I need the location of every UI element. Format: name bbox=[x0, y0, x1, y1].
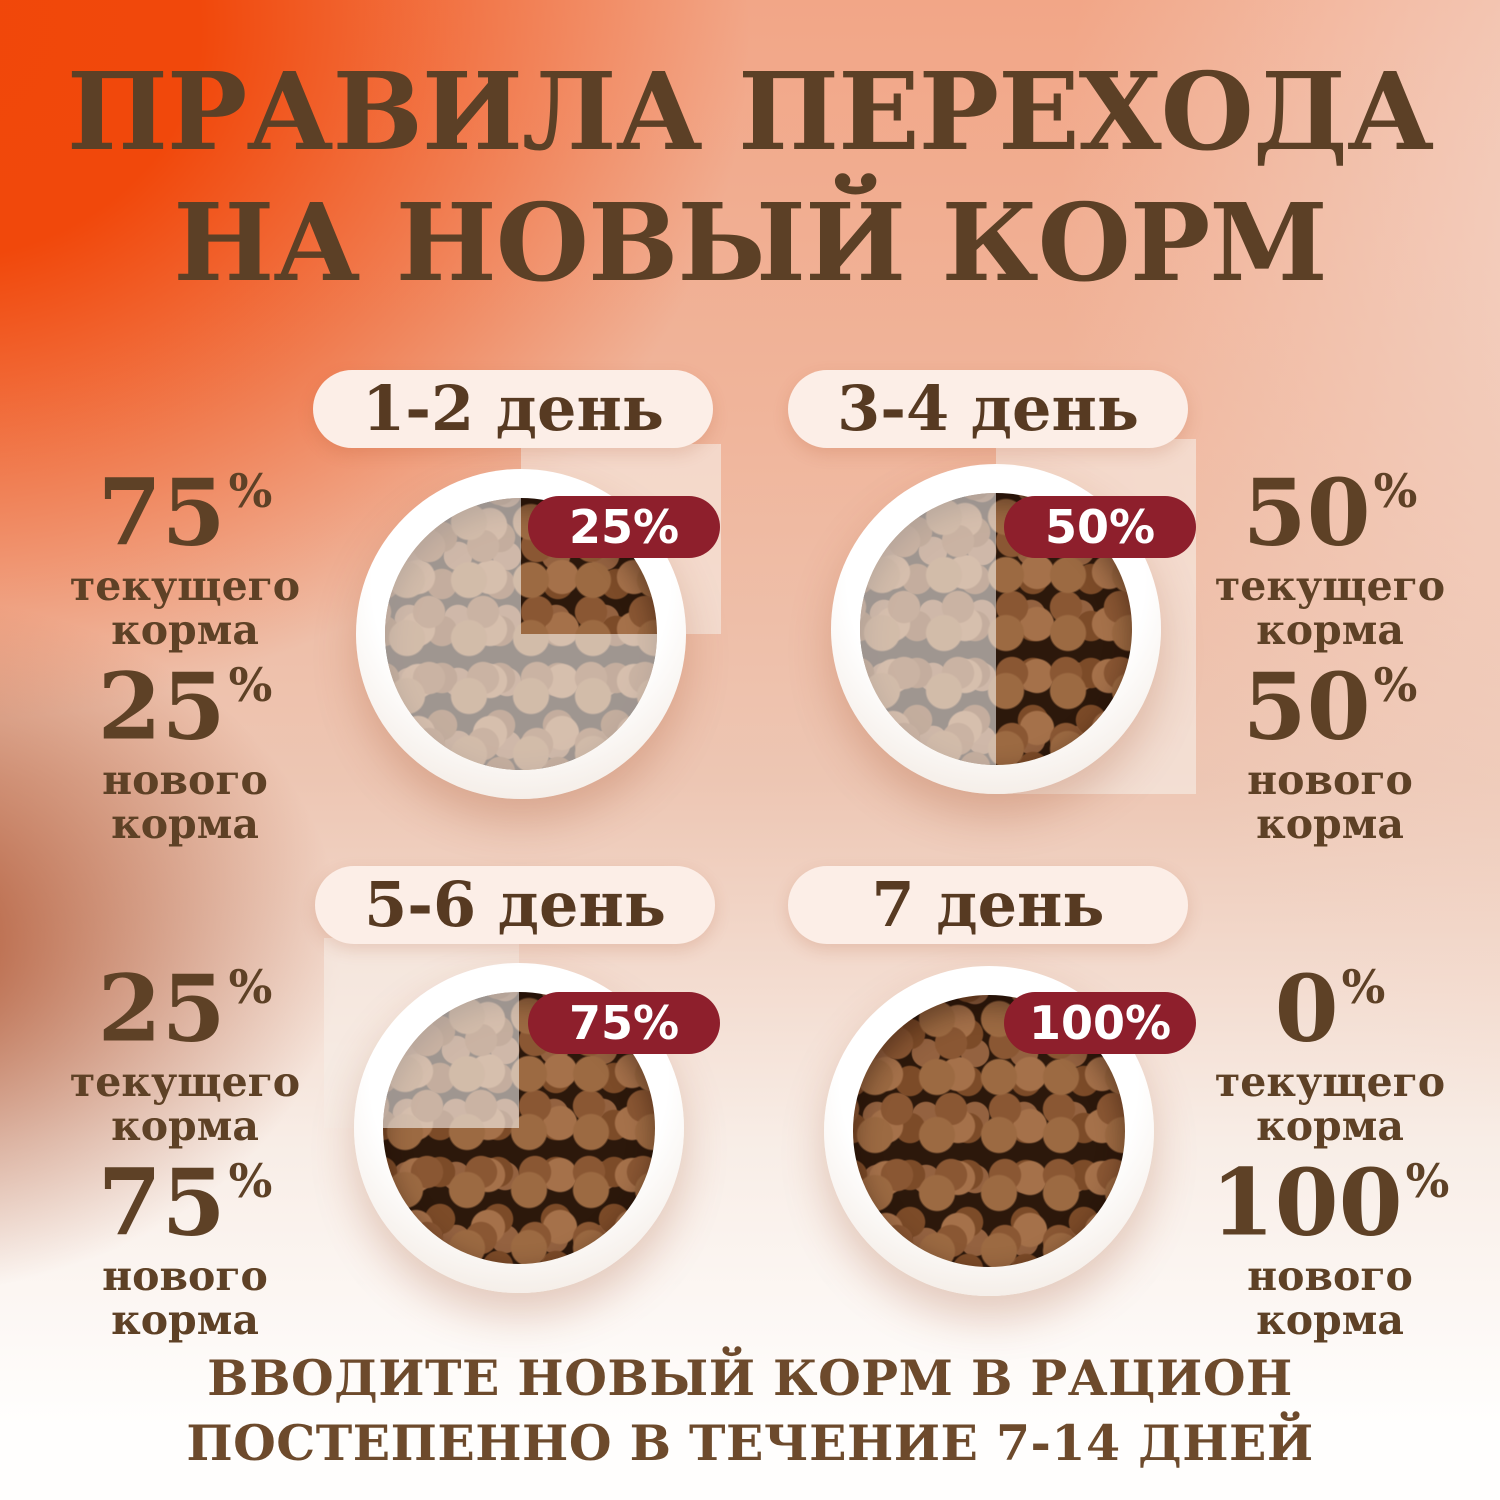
percent-sign: % bbox=[228, 960, 273, 1014]
day-pill-7: 7 день bbox=[788, 866, 1188, 944]
stat-caption: нового корма bbox=[1247, 1251, 1413, 1344]
new-food-badge-3-4: 50% bbox=[1004, 496, 1196, 558]
new-food-badge-7: 100% bbox=[1004, 992, 1196, 1054]
day-pill-5-6: 5-6 день bbox=[315, 866, 715, 944]
stat-current-food-day-3-4: 50% текущего корма bbox=[1170, 450, 1490, 652]
stat-number: 25 bbox=[97, 652, 226, 761]
stat-value: 25% bbox=[25, 644, 345, 754]
title-line-1: ПРАВИЛА ПЕРЕХОДА bbox=[66, 50, 1434, 175]
percent-sign: % bbox=[1405, 1154, 1450, 1208]
stat-value: 25% bbox=[25, 946, 345, 1056]
stat-number: 75 bbox=[97, 1148, 226, 1257]
stat-value: 50% bbox=[1170, 450, 1490, 560]
percent-sign: % bbox=[228, 1154, 273, 1208]
new-food-badge-1-2: 25% bbox=[528, 496, 720, 558]
day-pill-3-4: 3-4 день bbox=[788, 370, 1188, 448]
stat-value: 75% bbox=[25, 1140, 345, 1250]
percent-sign: % bbox=[228, 658, 273, 712]
stat-number: 50 bbox=[1242, 652, 1371, 761]
food-bowl-day-7 bbox=[824, 966, 1154, 1296]
stat-caption: нового корма bbox=[102, 755, 268, 848]
stat-number: 0 bbox=[1274, 954, 1339, 1063]
stat-value: 75% bbox=[25, 450, 345, 560]
page-title: ПРАВИЛА ПЕРЕХОДА НА НОВЫЙ КОРМ bbox=[0, 48, 1500, 309]
percent-sign: % bbox=[1373, 464, 1418, 518]
stat-current-food-day-1-2: 75% текущего корма bbox=[25, 450, 345, 652]
stat-caption: текущего корма bbox=[69, 561, 301, 654]
stat-new-food-day-3-4: 50% нового корма bbox=[1170, 644, 1490, 846]
percent-sign: % bbox=[1373, 658, 1418, 712]
stat-current-food-day-5-6: 25% текущего корма bbox=[25, 946, 345, 1148]
footer-note: ВВОДИТЕ НОВЫЙ КОРМ В РАЦИОН ПОСТЕПЕННО В… bbox=[0, 1346, 1500, 1475]
stat-caption: текущего корма bbox=[1214, 1057, 1446, 1150]
stat-new-food-day-5-6: 75% нового корма bbox=[25, 1140, 345, 1342]
title-line-2: НА НОВЫЙ КОРМ bbox=[173, 180, 1328, 306]
stat-number: 100 bbox=[1210, 1148, 1403, 1257]
stat-number: 50 bbox=[1242, 458, 1371, 567]
stat-value: 100% bbox=[1170, 1140, 1490, 1250]
percent-sign: % bbox=[228, 464, 273, 518]
stat-caption: текущего корма bbox=[69, 1057, 301, 1150]
stat-new-food-day-7: 100% нового корма bbox=[1170, 1140, 1490, 1342]
stat-value: 0% bbox=[1170, 946, 1490, 1056]
footer-line-1: ВВОДИТЕ НОВЫЙ КОРМ В РАЦИОН bbox=[207, 1349, 1293, 1407]
percent-sign: % bbox=[1341, 960, 1386, 1014]
stat-new-food-day-1-2: 25% нового корма bbox=[25, 644, 345, 846]
day-pill-1-2: 1-2 день bbox=[313, 370, 713, 448]
stat-number: 75 bbox=[97, 458, 226, 567]
stat-current-food-day-7: 0% текущего корма bbox=[1170, 946, 1490, 1148]
kibble-photo bbox=[853, 995, 1125, 1267]
stat-caption: текущего корма bbox=[1214, 561, 1446, 654]
stat-value: 50% bbox=[1170, 644, 1490, 754]
new-food-badge-5-6: 75% bbox=[528, 992, 720, 1054]
stat-number: 25 bbox=[97, 954, 226, 1063]
stat-caption: нового корма bbox=[1247, 755, 1413, 848]
stat-caption: нового корма bbox=[102, 1251, 268, 1344]
footer-line-2: ПОСТЕПЕННО В ТЕЧЕНИЕ 7-14 ДНЕЙ bbox=[186, 1413, 1314, 1472]
